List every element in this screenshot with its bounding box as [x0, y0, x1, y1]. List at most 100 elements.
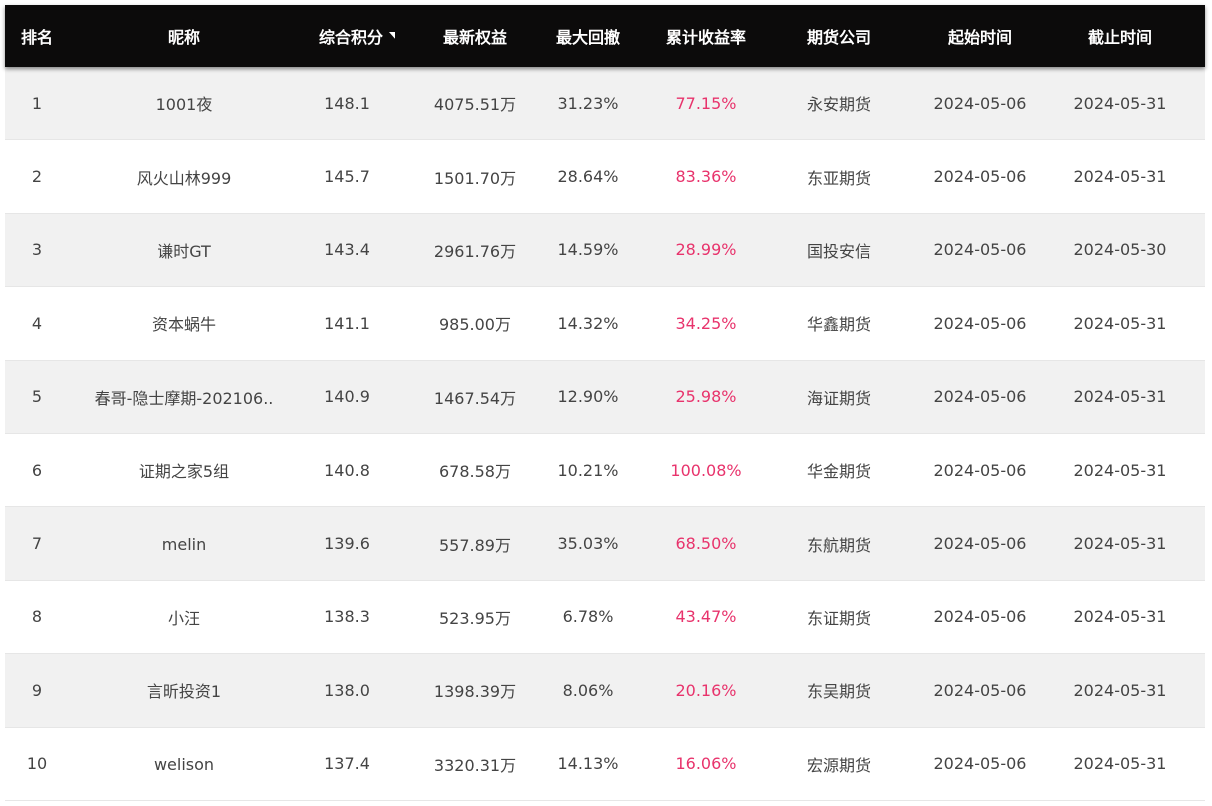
- table-row[interactable]: 7 melin 139.6 557.89万 35.03% 68.50% 东航期货 2024-0…: [5, 507, 1205, 581]
- cell-nickname[interactable]: 证期之家5组: [69, 458, 299, 482]
- cell-score: 138.0: [324, 680, 370, 700]
- cell-drawdown: 31.23%: [557, 93, 619, 113]
- table-row[interactable]: 10 welison 137.4 3320.31万 14.13% 16.06% 宏源期货 20…: [5, 727, 1205, 801]
- cell-rank: 9: [31, 680, 43, 700]
- cell-score: 137.4: [324, 754, 370, 774]
- cell-start-date: 2024-05-06: [933, 754, 1027, 774]
- header-nickname[interactable]: 昵称: [167, 28, 200, 47]
- header-drawdown[interactable]: 最大回撤: [555, 28, 620, 47]
- cell-end-date: 2024-05-31: [1073, 93, 1167, 113]
- cell-start-date: 2024-05-06: [933, 240, 1027, 260]
- cell-company: 永安期货: [806, 95, 871, 115]
- cell-start-date: 2024-05-06: [933, 167, 1027, 187]
- cell-nickname[interactable]: 言昕投资1: [69, 678, 299, 702]
- cell-equity: 3320.31万: [433, 755, 517, 775]
- header-rank[interactable]: 排名: [20, 28, 53, 47]
- header-equity[interactable]: 最新权益: [442, 28, 507, 47]
- cell-rank: 7: [31, 534, 43, 554]
- nickname-text: 春哥-隐士摩期-202106..: [94, 388, 274, 408]
- table-row[interactable]: 9 言昕投资1 138.0 1398.39万 8.06% 20.16% 东吴期货 2024-0…: [5, 654, 1205, 728]
- cell-return: 20.16%: [675, 680, 737, 700]
- cell-drawdown: 10.21%: [557, 460, 619, 480]
- table-row[interactable]: 8 小汪 138.3 523.95万 6.78% 43.47% 东证期货 2024-05-06…: [5, 580, 1205, 655]
- cell-equity: 2961.76万: [433, 241, 517, 261]
- cell-company: 东证期货: [806, 608, 871, 628]
- cell-start-date: 2024-05-06: [933, 93, 1027, 113]
- cell-end-date: 2024-05-31: [1073, 534, 1167, 554]
- cell-nickname[interactable]: 谦时GT: [69, 238, 299, 262]
- cell-score: 141.1: [324, 313, 370, 333]
- header-end[interactable]: 截止时间: [1087, 28, 1152, 47]
- cell-rank: 1: [31, 93, 43, 113]
- table-row[interactable]: 5 春哥-隐士摩期-202106.. 140.9 1467.54万 12.90% 25.9…: [5, 360, 1205, 434]
- cell-nickname[interactable]: 1001夜: [69, 91, 299, 115]
- cell-end-date: 2024-05-31: [1073, 387, 1167, 407]
- cell-equity: 1467.54万: [433, 388, 517, 408]
- cell-return: 83.36%: [675, 167, 737, 187]
- table-body: 1 1001夜 148.1 4075.51万 31.23% 77.15% 永安期货 2024-…: [5, 67, 1205, 801]
- cell-drawdown: 12.90%: [557, 387, 619, 407]
- nickname-text: 言昕投资1: [146, 682, 222, 702]
- cell-rank: 4: [31, 313, 43, 333]
- cell-nickname[interactable]: 春哥-隐士摩期-202106..: [69, 385, 299, 409]
- cell-return: 77.15%: [675, 93, 737, 113]
- cell-rank: 8: [31, 607, 43, 627]
- header-start[interactable]: 起始时间: [947, 28, 1012, 47]
- cell-score: 145.7: [324, 167, 370, 187]
- cell-return: 16.06%: [675, 754, 737, 774]
- cell-equity: 557.89万: [439, 535, 511, 555]
- cell-drawdown: 14.59%: [557, 240, 619, 260]
- header-company[interactable]: 期货公司: [806, 28, 871, 47]
- caret-down-icon[interactable]: [389, 32, 395, 41]
- cell-end-date: 2024-05-31: [1073, 167, 1167, 187]
- cell-nickname[interactable]: welison: [69, 754, 299, 774]
- cell-return: 25.98%: [675, 387, 737, 407]
- table-row[interactable]: 3 谦时GT 143.4 2961.76万 14.59% 28.99% 国投安信 2024-0…: [5, 213, 1205, 288]
- table-row[interactable]: 1 1001夜 148.1 4075.51万 31.23% 77.15% 永安期货 2024-…: [5, 67, 1205, 141]
- cell-equity: 985.00万: [439, 315, 511, 335]
- cell-score: 148.1: [324, 93, 370, 113]
- nickname-text: 证期之家5组: [138, 462, 230, 482]
- cell-end-date: 2024-05-31: [1073, 680, 1167, 700]
- table-row[interactable]: 4 资本蜗牛 141.1 985.00万 14.32% 34.25% 华鑫期货 2024-05…: [5, 287, 1205, 361]
- nickname-text: welison: [153, 754, 215, 774]
- cell-nickname[interactable]: 风火山林999: [69, 165, 299, 189]
- cell-rank: 3: [31, 240, 43, 260]
- cell-rank: 2: [31, 167, 43, 187]
- cell-equity: 523.95万: [439, 608, 511, 628]
- cell-score: 139.6: [324, 534, 370, 554]
- cell-equity: 678.58万: [439, 462, 511, 482]
- cell-company: 东吴期货: [806, 682, 871, 702]
- cell-start-date: 2024-05-06: [933, 680, 1027, 700]
- cell-drawdown: 28.64%: [557, 167, 619, 187]
- ranking-table: 排名 昵称 综合积分 最新权益 最大回撤 累计收益率 期货公司 起始时间 截止时…: [5, 5, 1205, 801]
- cell-return: 68.50%: [675, 534, 737, 554]
- cell-end-date: 2024-05-31: [1073, 607, 1167, 627]
- cell-end-date: 2024-05-30: [1073, 240, 1167, 260]
- cell-drawdown: 14.32%: [557, 313, 619, 333]
- cell-return: 100.08%: [670, 460, 742, 480]
- cell-nickname[interactable]: 小汪: [69, 605, 299, 629]
- table-header: 排名 昵称 综合积分 最新权益 最大回撤 累计收益率 期货公司 起始时间 截止时…: [5, 5, 1205, 67]
- cell-nickname[interactable]: 资本蜗牛: [69, 311, 299, 335]
- cell-company: 东亚期货: [806, 168, 871, 188]
- cell-equity: 4075.51万: [433, 95, 517, 115]
- cell-score: 140.8: [324, 460, 370, 480]
- header-return[interactable]: 累计收益率: [665, 28, 746, 47]
- table-row[interactable]: 6 证期之家5组 140.8 678.58万 10.21% 100.08% 华金期货 2024…: [5, 433, 1205, 508]
- cell-rank: 6: [31, 460, 43, 480]
- cell-equity: 1501.70万: [433, 168, 517, 188]
- table-row[interactable]: 2 风火山林999 145.7 1501.70万 28.64% 83.36% 东亚期货 202…: [5, 140, 1205, 214]
- nickname-text: 资本蜗牛: [151, 315, 216, 335]
- cell-drawdown: 6.78%: [562, 607, 614, 627]
- nickname-text: 风火山林999: [136, 168, 232, 188]
- header-score[interactable]: 综合积分: [299, 24, 395, 48]
- cell-company: 华金期货: [806, 462, 871, 482]
- cell-return: 28.99%: [675, 240, 737, 260]
- nickname-text: 谦时GT: [157, 241, 211, 261]
- cell-nickname[interactable]: melin: [69, 534, 299, 554]
- cell-return: 34.25%: [675, 313, 737, 333]
- cell-score: 140.9: [324, 387, 370, 407]
- cell-drawdown: 35.03%: [557, 534, 619, 554]
- cell-start-date: 2024-05-06: [933, 607, 1027, 627]
